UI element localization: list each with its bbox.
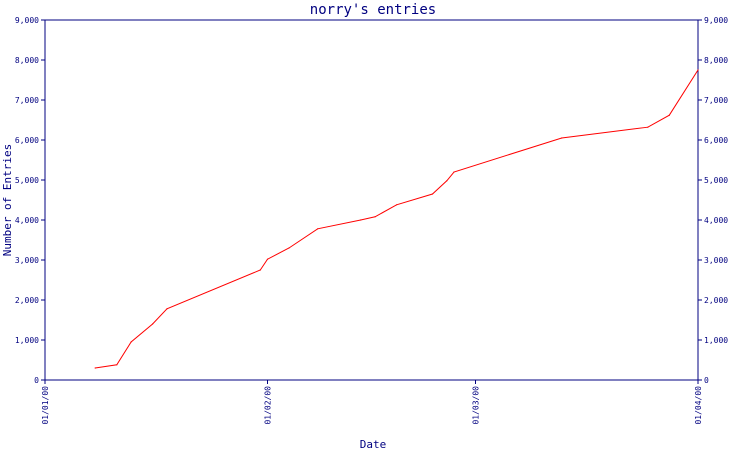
- y-tick-label-left: 3,000: [15, 256, 39, 265]
- y-tick-label-right: 6,000: [704, 136, 728, 145]
- data-point: [697, 69, 699, 71]
- data-point: [453, 171, 455, 173]
- y-tick-label-right: 1,000: [704, 336, 728, 345]
- data-point: [647, 126, 649, 128]
- data-point: [116, 364, 118, 366]
- data-point: [166, 308, 168, 310]
- data-point: [431, 193, 434, 195]
- data-point: [152, 323, 154, 325]
- data-point: [288, 247, 290, 249]
- y-tick-label-left: 8,000: [15, 56, 39, 65]
- entries-series-line: [95, 69, 699, 369]
- x-tick-label: 01/04/00: [694, 386, 703, 425]
- data-point: [374, 216, 376, 218]
- axes: [44, 19, 699, 381]
- series-lines: [94, 69, 699, 369]
- y-tick-label-right: 8,000: [704, 56, 728, 65]
- axis-ticks: 0 0 1,000 1,000 2,000 2,000 3,000 3,000 4,000 4,0…: [15, 16, 728, 425]
- x-axis-label: Date: [360, 438, 387, 450]
- y-tick-label-left: 9,000: [15, 16, 39, 25]
- y-tick-label-left: 2,000: [15, 296, 39, 305]
- data-point: [94, 367, 96, 369]
- y-tick-label-left: 1,000: [15, 336, 39, 345]
- x-tick-label: 01/01/00: [41, 386, 50, 425]
- data-point: [266, 258, 269, 260]
- data-point: [130, 341, 132, 343]
- y-tick-label-right: 9,000: [704, 16, 728, 25]
- data-point: [317, 228, 319, 230]
- y-tick-label-right: 0: [704, 376, 709, 385]
- y-tick-label-left: 6,000: [15, 136, 39, 145]
- data-point: [668, 114, 670, 116]
- y-axis-label: Number of Entries: [1, 144, 14, 257]
- y-tick-label-left: 4,000: [15, 216, 39, 225]
- y-tick-label-left: 5,000: [15, 176, 39, 185]
- data-point: [561, 137, 563, 139]
- data-point: [446, 180, 448, 182]
- y-tick-label-left: 7,000: [15, 96, 39, 105]
- y-tick-label-right: 4,000: [704, 216, 728, 225]
- x-tick-label: 01/02/00: [263, 386, 272, 425]
- y-tick-label-right: 2,000: [704, 296, 728, 305]
- data-point: [259, 269, 261, 271]
- data-point: [396, 204, 398, 206]
- y-tick-label-left: 0: [34, 376, 39, 385]
- chart-title: norry's entries: [310, 2, 436, 18]
- data-point: [360, 219, 362, 221]
- y-tick-label-right: 7,000: [704, 96, 728, 105]
- x-tick-label: 01/03/00: [472, 386, 481, 425]
- y-tick-label-right: 3,000: [704, 256, 728, 265]
- y-tick-label-right: 5,000: [704, 176, 728, 185]
